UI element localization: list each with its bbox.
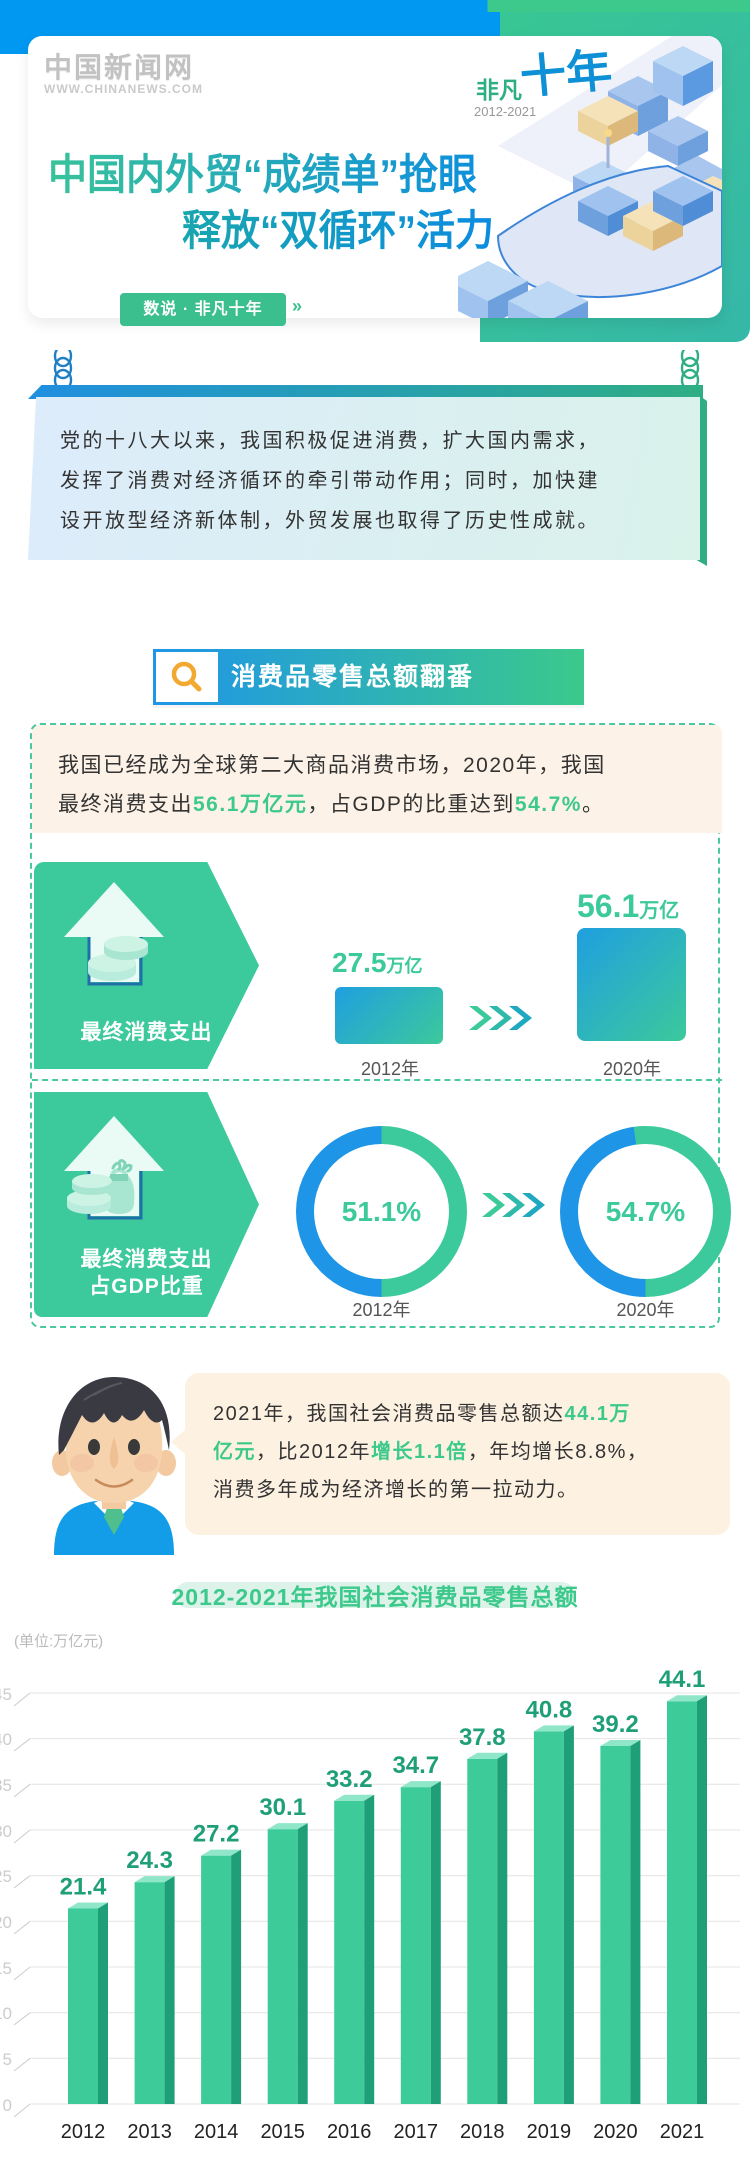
- svg-text:45: 45: [0, 1685, 12, 1704]
- svg-text:30: 30: [0, 1822, 12, 1841]
- svg-text:5: 5: [3, 2050, 12, 2069]
- svg-text:十年: 十年: [518, 44, 614, 104]
- svg-text:21.4: 21.4: [60, 1874, 107, 1901]
- svg-text:2018: 2018: [460, 2121, 505, 2143]
- svg-text:25: 25: [0, 1867, 12, 1886]
- svg-text:2012: 2012: [61, 2121, 106, 2143]
- svg-text:2014: 2014: [194, 2121, 239, 2143]
- svg-text:24.3: 24.3: [126, 1847, 173, 1874]
- svg-text:10: 10: [0, 2004, 12, 2023]
- svg-text:33.2: 33.2: [326, 1766, 373, 1793]
- svg-text:40.8: 40.8: [526, 1696, 573, 1723]
- svg-text:2012-2021: 2012-2021: [474, 104, 536, 119]
- svg-text:非凡: 非凡: [476, 77, 522, 103]
- svg-text:2021: 2021: [660, 2121, 705, 2143]
- svg-text:2016: 2016: [327, 2121, 372, 2143]
- svg-text:2019: 2019: [527, 2121, 572, 2143]
- svg-text:27.2: 27.2: [193, 1821, 240, 1848]
- svg-text:2017: 2017: [394, 2121, 439, 2143]
- svg-text:39.2: 39.2: [592, 1711, 639, 1738]
- svg-text:0: 0: [3, 2096, 12, 2115]
- svg-text:44.1: 44.1: [659, 1666, 706, 1693]
- svg-text:37.8: 37.8: [459, 1724, 506, 1751]
- svg-text:35: 35: [0, 1776, 12, 1795]
- svg-text:15: 15: [0, 1959, 12, 1978]
- svg-text:2020: 2020: [593, 2121, 638, 2143]
- svg-text:30.1: 30.1: [259, 1794, 306, 1821]
- svg-text:34.7: 34.7: [392, 1752, 439, 1779]
- svg-text:20: 20: [0, 1913, 12, 1932]
- svg-text:2013: 2013: [127, 2121, 172, 2143]
- svg-text:2015: 2015: [260, 2121, 305, 2143]
- svg-text:40: 40: [0, 1730, 12, 1749]
